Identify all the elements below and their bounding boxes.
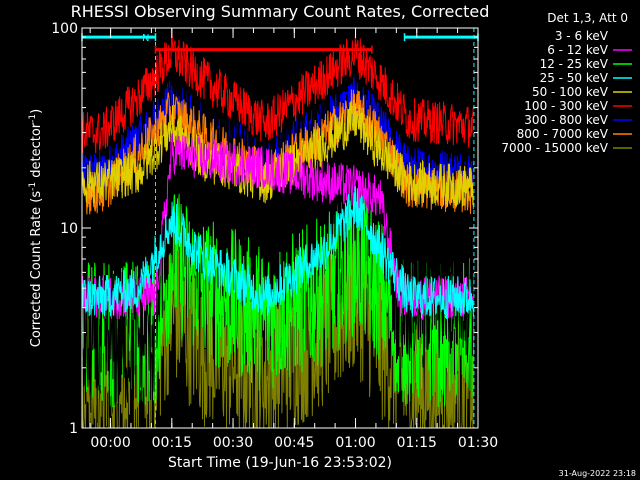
series-line [82, 99, 474, 207]
series-group [82, 32, 474, 428]
series-line [82, 32, 474, 154]
x-tick-label: 01:00 [335, 435, 375, 451]
plot-area: NF [81, 28, 479, 428]
series-line [82, 186, 474, 320]
legend-label: 3 - 6 keV [555, 29, 609, 43]
legend-label: 100 - 300 keV [524, 99, 608, 113]
x-tick-label: 00:30 [213, 435, 253, 451]
x-tick-label: 01:15 [397, 435, 437, 451]
y-axis-label: Corrected Count Rate (s-1 detector-1) [28, 109, 44, 347]
legend-label: 12 - 25 keV [540, 57, 609, 71]
chart-title: RHESSI Observing Summary Count Rates, Co… [71, 2, 490, 21]
y-axis: 1 10 100 [51, 21, 478, 437]
legend-label: 50 - 100 keV [532, 85, 609, 99]
legend-label: 6 - 12 keV [547, 43, 609, 57]
y-tick-label: 100 [51, 21, 78, 37]
y-tick-label: 1 [69, 421, 78, 437]
x-axis: 00:00 00:15 00:30 00:45 01:00 01:15 01:30 [89, 28, 498, 451]
legend-label: 25 - 50 keV [540, 71, 609, 85]
legend-label: 300 - 800 keV [524, 113, 608, 127]
x-tick-label: 00:15 [152, 435, 192, 451]
legend-label: 7000 - 15000 keV [501, 141, 608, 155]
series-line [82, 188, 474, 408]
legend-title: Det 1,3, Att 0 [547, 11, 628, 25]
flag-label: N [142, 33, 149, 44]
legend-label: 800 - 7000 keV [517, 127, 609, 141]
y-tick-label: 10 [60, 221, 78, 237]
x-tick-label: 00:00 [90, 435, 130, 451]
x-tick-label: 00:45 [274, 435, 314, 451]
timestamp: 31-Aug-2022 23:18 [559, 469, 636, 478]
flag-label: F [360, 46, 366, 57]
x-tick-label: 01:30 [458, 435, 498, 451]
x-axis-label: Start Time (19-Jun-16 23:53:02) [168, 455, 392, 471]
